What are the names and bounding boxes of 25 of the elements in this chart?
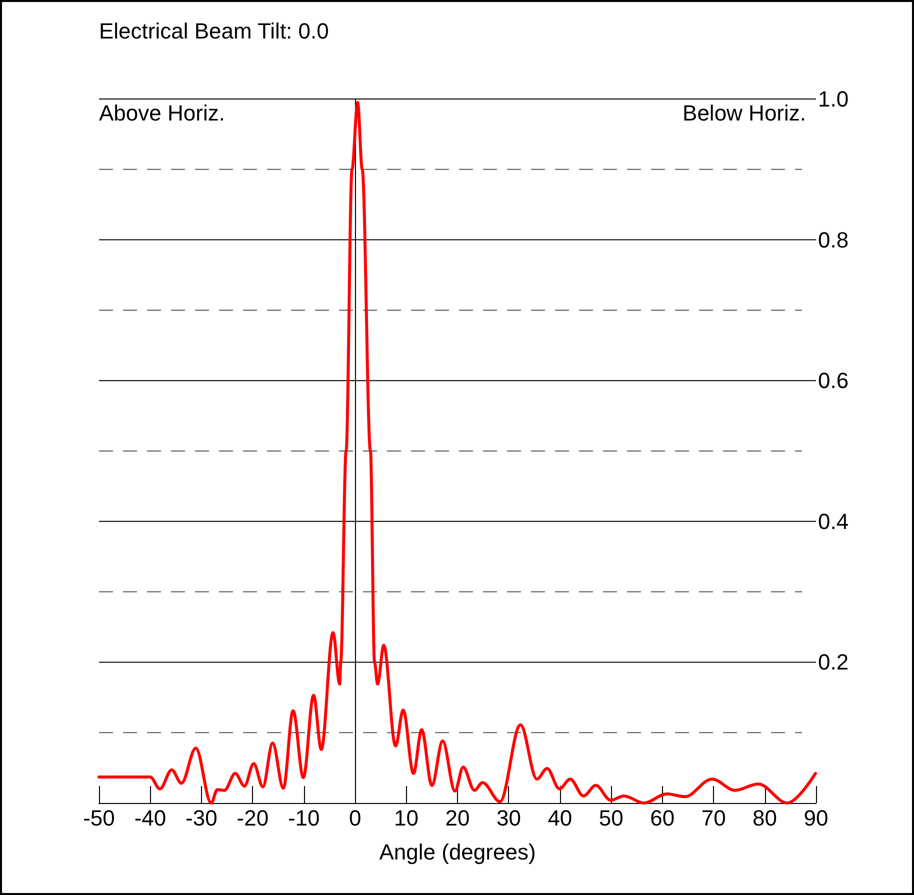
y-tick-label: 0.4 <box>818 508 849 534</box>
annotation: Below Horiz. <box>682 100 806 126</box>
x-axis-title: Angle (degrees) <box>379 840 536 864</box>
x-tick-label: 60 <box>650 806 675 830</box>
line-series <box>98 101 817 804</box>
x-tick-label: -30 <box>186 806 218 830</box>
x-tick-label: -40 <box>134 806 166 830</box>
x-tick-label: 30 <box>496 806 521 830</box>
x-tick-label: 50 <box>598 806 624 830</box>
x-tick-label: 40 <box>548 806 572 830</box>
x-tick-label: 90 <box>804 806 828 830</box>
y-tick-label: 0.8 <box>818 227 849 252</box>
x-tick-label: -10 <box>288 806 320 830</box>
x-tick-label: 0 <box>348 806 362 830</box>
x-tick-label: -20 <box>236 806 269 830</box>
x-tick-label: 20 <box>445 806 470 830</box>
x-tick-label: 10 <box>394 806 419 830</box>
y-tick-label: 0.2 <box>818 650 849 675</box>
y-tick-label: 0.6 <box>818 368 849 394</box>
chart-title: Electrical Beam Tilt: 0.0 <box>99 18 329 44</box>
x-tick-label: 80 <box>752 806 778 830</box>
x-tick-label: -50 <box>83 806 115 830</box>
x-tick-label: 70 <box>701 806 726 830</box>
y-tick-label: 1.0 <box>818 86 849 112</box>
annotation: Above Horiz. <box>99 100 225 126</box>
